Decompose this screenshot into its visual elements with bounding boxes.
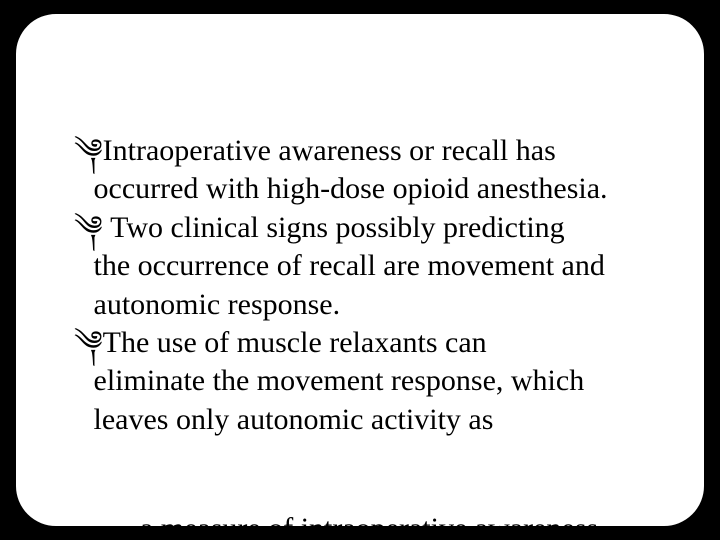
bullet-continuation: eliminate the movement response, which l… — [74, 362, 664, 439]
bullet-first-line: The use of muscle relaxants can — [103, 326, 487, 359]
bullet-item: ༆ Two clinical signs possibly predicting… — [74, 209, 664, 324]
bullet-first-line: Two clinical signs possibly predicting — [110, 211, 565, 244]
bullet-continuation: occurred with high-dose opioid anesthesi… — [74, 170, 664, 208]
slide-card: ༆Intraoperative awareness or recall has … — [14, 12, 706, 528]
bullet-item: ༆Intraoperative awareness or recall has … — [74, 132, 664, 209]
bullet-continuation: the occurrence of recall are movement an… — [74, 247, 664, 324]
bullet-item: ༆The use of muscle relaxants can elimina… — [74, 324, 664, 439]
bullet-list: ༆Intraoperative awareness or recall has … — [74, 132, 664, 439]
bullet-icon: ༆ — [74, 211, 103, 244]
bullet-icon: ༆ — [74, 134, 103, 167]
bullet-first-line: Intraoperative awareness or recall has — [103, 134, 556, 167]
cutoff-text: a measure of intraoperative awareness — [74, 510, 664, 528]
bullet-icon: ༆ — [74, 326, 103, 359]
